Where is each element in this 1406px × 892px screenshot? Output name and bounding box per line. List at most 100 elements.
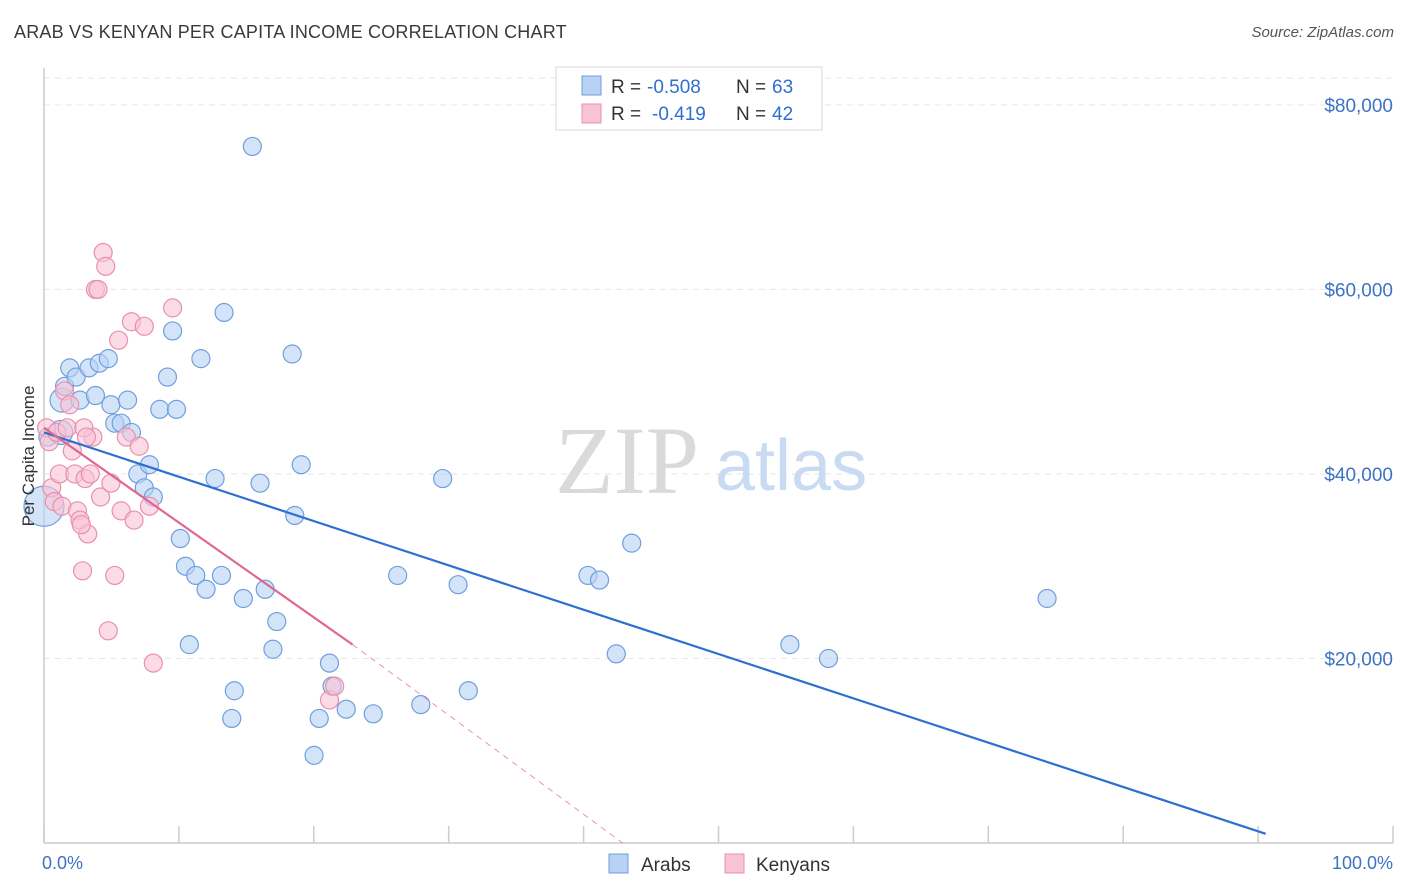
arabs-point bbox=[411, 695, 431, 715]
chart-source: Source: ZipAtlas.com bbox=[1251, 24, 1394, 41]
arabs-point bbox=[242, 136, 262, 157]
arabs-point bbox=[818, 648, 839, 669]
chart-title: ARAB VS KENYAN PER CAPITA INCOME CORRELA… bbox=[14, 22, 567, 42]
arabs-point bbox=[267, 611, 287, 632]
watermark-atlas: atlas bbox=[715, 426, 867, 506]
watermark-zip: ZIP bbox=[555, 407, 699, 514]
x-tick-marks bbox=[43, 826, 1394, 843]
kenyans-point bbox=[143, 653, 163, 673]
arabs-point bbox=[101, 395, 121, 415]
legend-r-value-kenyans: -0.419 bbox=[652, 104, 706, 125]
kenyans-point bbox=[57, 418, 77, 438]
kenyans-point bbox=[96, 256, 116, 276]
arabs-point bbox=[363, 704, 383, 724]
kenyans-point bbox=[134, 316, 154, 336]
arabs-point bbox=[250, 473, 270, 493]
bottom-legend: Arabs Kenyans bbox=[608, 853, 830, 876]
arabs-point bbox=[224, 681, 244, 701]
legend-n-label-kenyans: N = bbox=[736, 104, 766, 125]
y-tick-label: $60,000 bbox=[1324, 280, 1393, 301]
kenyans-point bbox=[90, 487, 111, 507]
arabs-point bbox=[150, 399, 170, 419]
legend-swatch-arabs bbox=[581, 75, 602, 96]
y-tick-labels: $20,000 $40,000 $60,000 $80,000 bbox=[1324, 96, 1393, 671]
arabs-point bbox=[309, 708, 329, 729]
y-tick-label: $40,000 bbox=[1324, 465, 1393, 486]
arabs-point bbox=[233, 588, 253, 609]
x-tick-label: 0.0% bbox=[42, 853, 83, 873]
legend-n-value-arabs: 63 bbox=[772, 77, 793, 98]
kenyans-point bbox=[116, 427, 136, 447]
kenyans-point bbox=[101, 473, 121, 493]
kenyans-point bbox=[129, 436, 149, 456]
bottom-legend-label-arabs: Arabs bbox=[641, 855, 691, 876]
trend-lines bbox=[43, 426, 1267, 844]
arabs-point bbox=[166, 399, 187, 419]
bottom-legend-swatch-kenyans bbox=[724, 853, 745, 874]
arabs-point bbox=[186, 565, 206, 586]
y-tick-label: $80,000 bbox=[1324, 96, 1393, 117]
kenyans-trend-line bbox=[43, 426, 354, 646]
arabs-point bbox=[448, 575, 468, 595]
arabs-point bbox=[1037, 588, 1057, 609]
kenyans-point bbox=[139, 496, 160, 516]
bottom-legend-swatch-arabs bbox=[608, 853, 629, 874]
legend-r-label-arabs: R = bbox=[611, 77, 641, 98]
arabs-point bbox=[85, 385, 106, 406]
kenyans-trend-extension bbox=[352, 644, 623, 844]
kenyans-point bbox=[88, 279, 108, 300]
arabs-point bbox=[282, 344, 302, 364]
x-tick-labels: 0.0% 100.0% bbox=[42, 853, 1393, 873]
arabs-point bbox=[433, 468, 453, 489]
arabs-point bbox=[458, 681, 478, 701]
legend-n-label-arabs: N = bbox=[736, 77, 766, 98]
arabs-point bbox=[589, 570, 610, 590]
kenyans-point bbox=[60, 395, 80, 415]
legend-n-value-kenyans: 42 bbox=[772, 104, 793, 125]
watermark: ZIP atlas bbox=[555, 407, 867, 514]
arabs-point bbox=[196, 579, 216, 599]
x-tick-label: 100.0% bbox=[1332, 853, 1393, 873]
legend-r-value-arabs: -0.508 bbox=[647, 77, 701, 98]
arabs-point bbox=[211, 565, 232, 586]
arabs-point bbox=[388, 565, 408, 586]
arabs-point bbox=[214, 302, 234, 323]
arabs-trend-line bbox=[43, 431, 1267, 835]
kenyans-point bbox=[163, 298, 183, 318]
arabs-point bbox=[606, 644, 626, 664]
arabs-point bbox=[170, 528, 190, 549]
kenyans-point bbox=[111, 501, 131, 521]
y-tick-label: $20,000 bbox=[1324, 649, 1393, 670]
arabs-point bbox=[222, 708, 242, 729]
kenyans-point bbox=[105, 565, 125, 586]
kenyans-point bbox=[98, 621, 118, 641]
arabs-point bbox=[98, 349, 118, 369]
series-arabs-points bbox=[23, 136, 1057, 765]
kenyans-point bbox=[124, 510, 144, 530]
grid-lines bbox=[44, 77, 1393, 659]
bottom-legend-label-kenyans: Kenyans bbox=[756, 855, 830, 876]
arabs-point bbox=[191, 349, 211, 369]
arabs-point bbox=[263, 639, 283, 659]
arabs-point bbox=[157, 367, 178, 387]
kenyans-point bbox=[108, 330, 129, 350]
arabs-point bbox=[205, 468, 225, 489]
legend-box: R = -0.508 N = 63 R = -0.419 N = 42 bbox=[555, 66, 823, 131]
kenyans-point bbox=[71, 515, 91, 535]
arabs-point bbox=[163, 321, 183, 341]
kenyans-point bbox=[80, 464, 100, 484]
arabs-point bbox=[117, 390, 138, 410]
kenyans-point bbox=[72, 561, 93, 581]
series-kenyans-points bbox=[36, 242, 345, 710]
y-axis-title: Per Capita Income bbox=[19, 386, 38, 527]
legend-swatch-kenyans bbox=[581, 103, 602, 124]
arabs-point bbox=[336, 699, 356, 719]
arabs-point bbox=[780, 635, 800, 655]
arabs-point bbox=[622, 533, 642, 553]
kenyans-point bbox=[325, 676, 345, 696]
arabs-point bbox=[291, 455, 311, 475]
arabs-point bbox=[319, 653, 340, 673]
arabs-point bbox=[304, 745, 324, 765]
arabs-point bbox=[66, 367, 86, 387]
